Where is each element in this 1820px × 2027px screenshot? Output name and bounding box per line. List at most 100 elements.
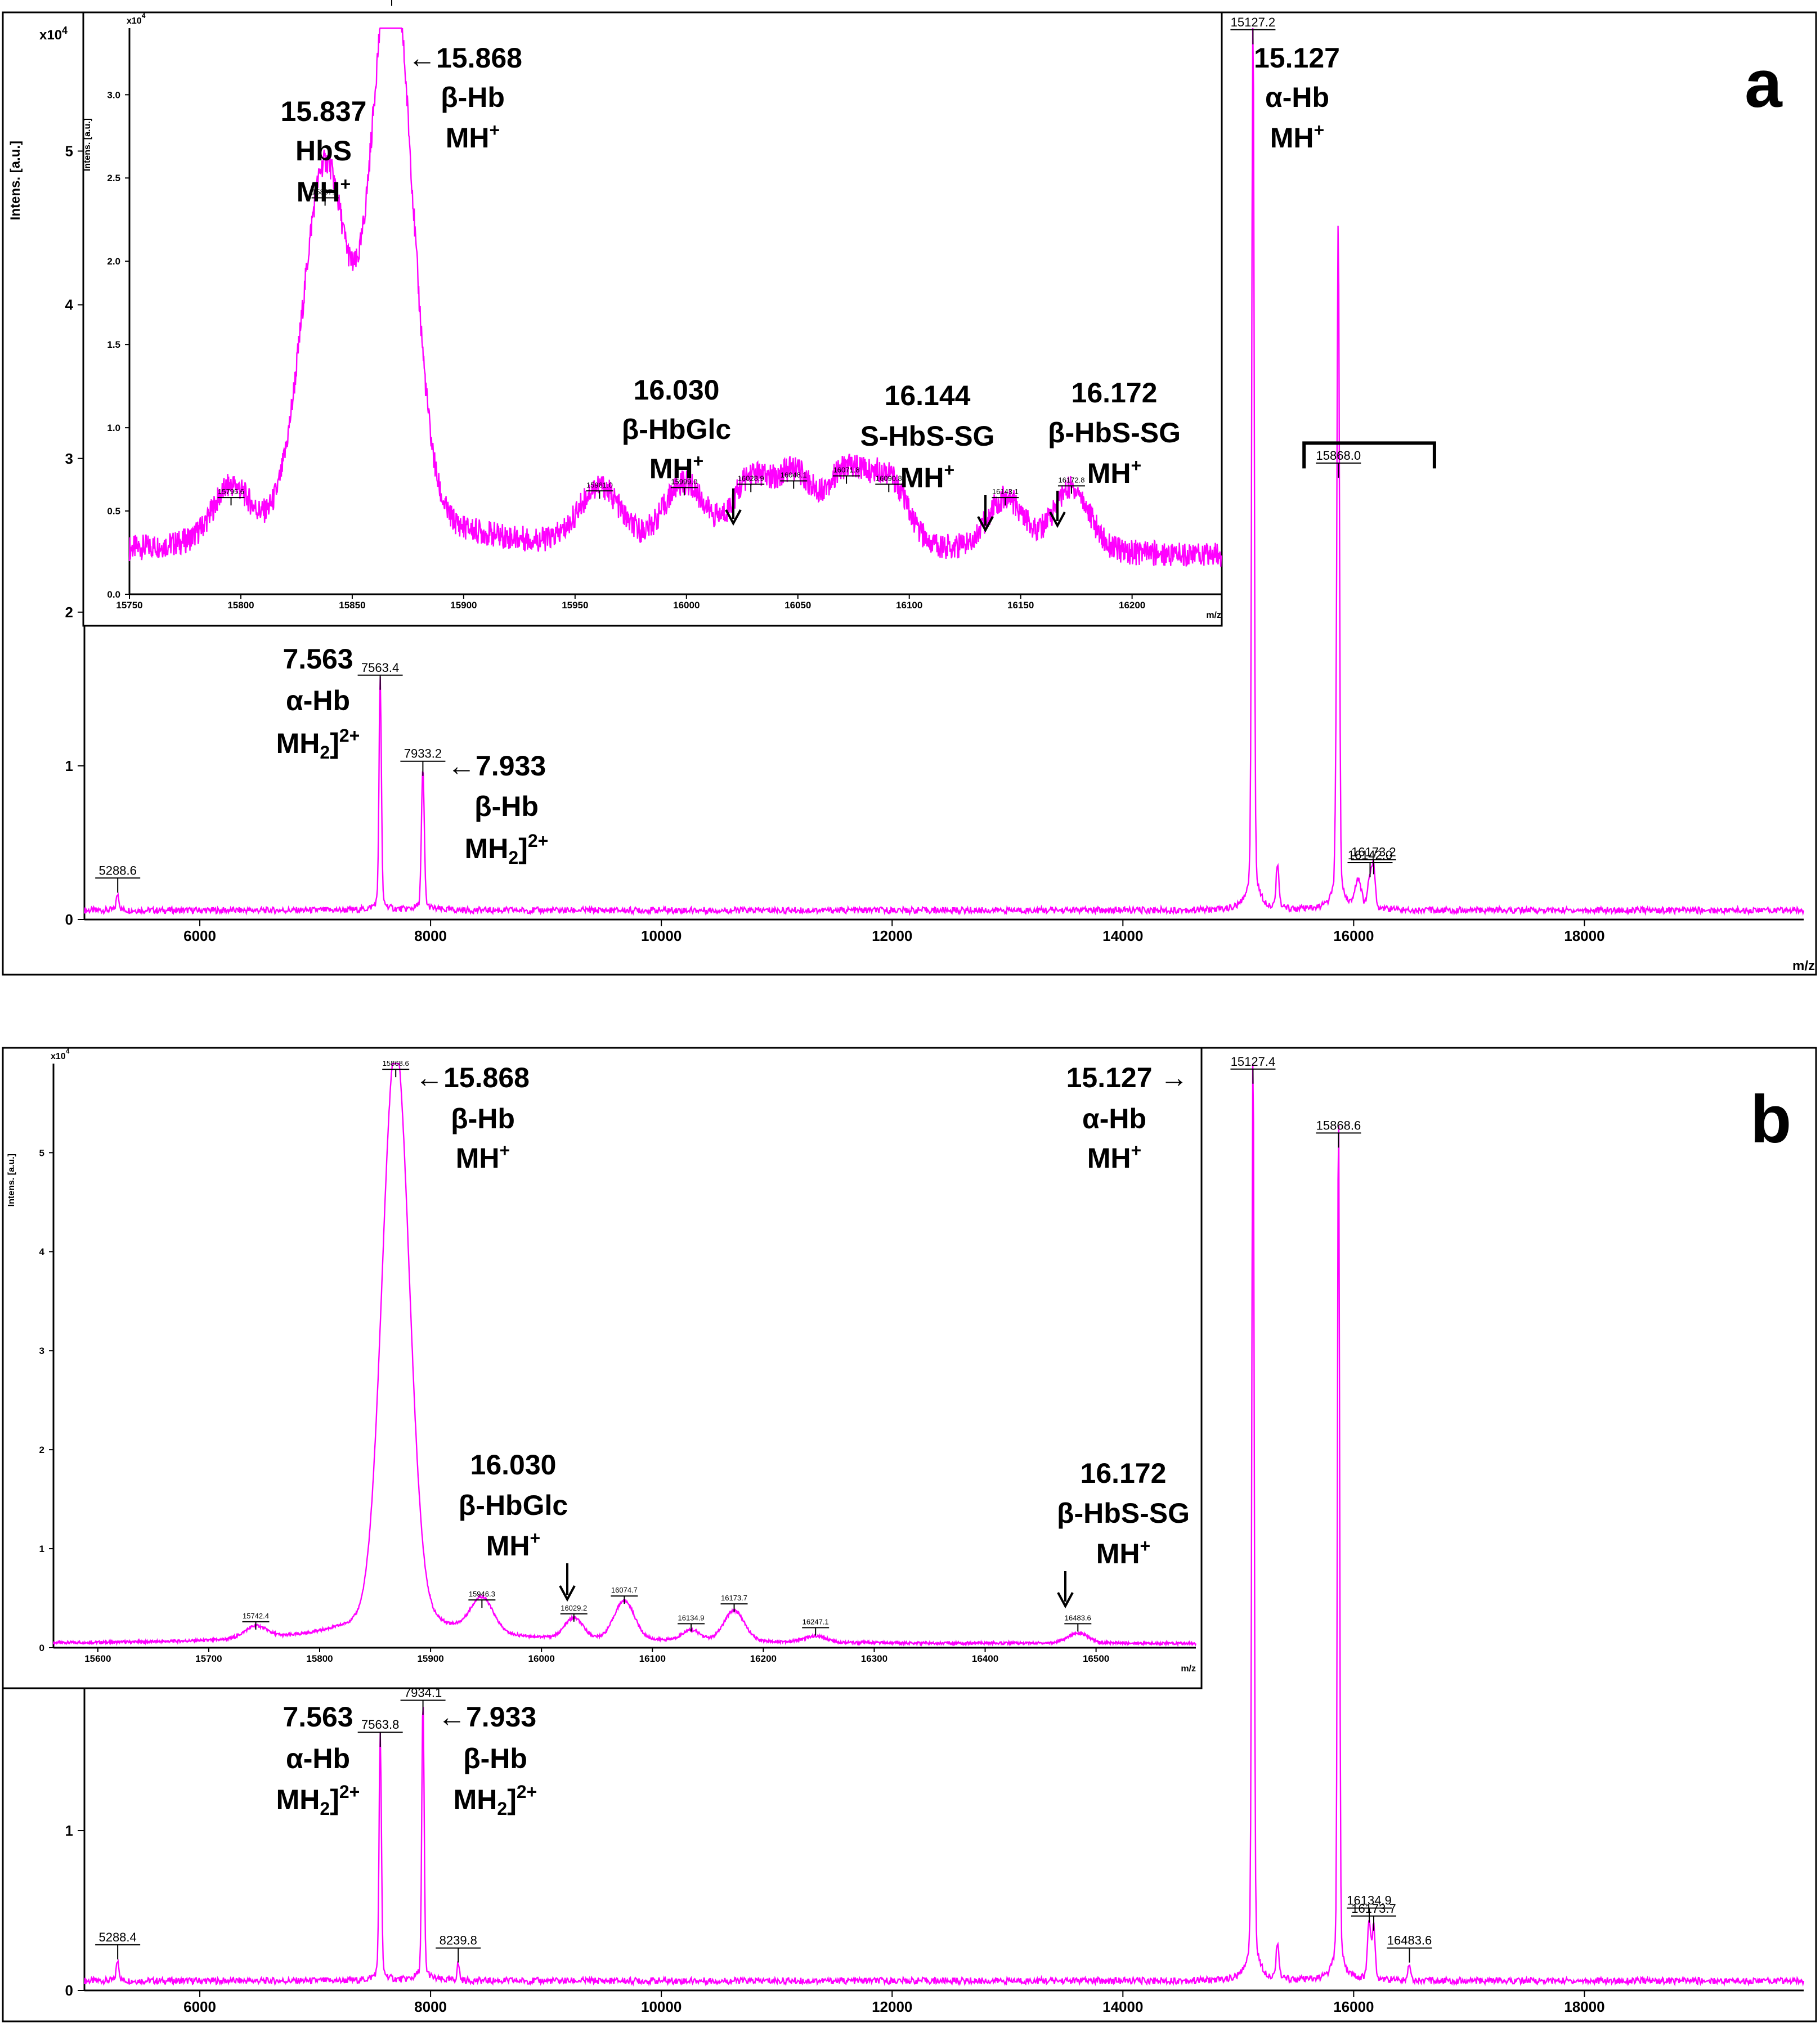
- annotation-b-alpha-hb-mass: 15.127 →: [1066, 1062, 1189, 1093]
- annotation-hbs-name: HbS: [295, 135, 352, 167]
- annotation-hbs-mass: 15.837: [281, 96, 367, 127]
- annotation-b-hbglc-name: β-HbGlc: [459, 1490, 568, 1521]
- y-tick-label: 4: [65, 297, 74, 313]
- x-tick-label: 15800: [306, 1653, 333, 1664]
- annotation-b-alpha-2plus-ion: MH2]2+: [276, 1782, 360, 1819]
- peak-label: 16483.6: [1387, 1934, 1432, 1948]
- annotation-hbglc-name: β-HbGlc: [622, 414, 731, 445]
- peak-label: 7933.2: [404, 747, 442, 761]
- x-tick-label: 16200: [1119, 600, 1145, 611]
- annotation-b-beta-hb-ion: MH+: [456, 1140, 510, 1174]
- y-axis-label: Intens. [a.u.]: [8, 141, 23, 220]
- panel-a-inset-chart: 15750 15800 15850 15900 15950 16000 16050 16100…: [83, 0, 1222, 620]
- x-axis-label: m/z: [1792, 958, 1815, 974]
- annotation-alpha-hb-ion: MH+: [1270, 120, 1324, 154]
- peak-label: 16247.1: [803, 1617, 829, 1626]
- peak-label: 16172.8: [1058, 476, 1084, 484]
- zoom-bracket: [1302, 441, 1436, 469]
- spectrum-trace: [83, 1063, 1805, 1987]
- panel-letter-a: a: [1745, 46, 1783, 122]
- annotation-beta-hb-2plus-a: ←7.933 β-Hb MH2]2+: [447, 750, 548, 868]
- annotation-hbs-sg-ion: MH+: [1087, 455, 1141, 489]
- annotation-b-hbs-sg-ion: MH+: [1096, 1536, 1150, 1569]
- peak-label: 15961.0: [586, 481, 613, 489]
- annotation-b-hbs-sg-name: β-HbS-SG: [1057, 1497, 1190, 1529]
- x-axis-label: m/z: [1181, 1664, 1196, 1674]
- x-tick-label: 16300: [861, 1653, 887, 1664]
- peak-label: 16173.2: [1351, 845, 1396, 859]
- peak-label: 15837.8: [312, 188, 338, 196]
- x-tick-label: 8000: [414, 1998, 447, 2015]
- annotation-b-hbglc-arrowhead: [559, 1585, 576, 1602]
- peak-label: 15795.6: [218, 487, 244, 496]
- panel-b: 6000 8000 10000 12000 14000 16000 18000 0 1 m/z In…: [2, 1047, 1817, 2022]
- peak-label: 5288.4: [98, 1930, 136, 1944]
- y-tick-label: 0: [65, 1982, 73, 1999]
- y-tick-label: 2: [65, 604, 73, 621]
- peak-label: 15742.4: [243, 1612, 269, 1620]
- peak-label: 16134.9: [1347, 1894, 1392, 1908]
- y-tick-label: 5: [39, 1147, 44, 1158]
- annotation-beta-2plus-ion: MH2]2+: [465, 831, 549, 868]
- annotation-shbs-sg-mass: 16.144: [885, 380, 971, 411]
- y-tick-label: 0.0: [107, 589, 120, 600]
- peak-label: 7563.4: [361, 661, 399, 675]
- y-scale-label: x104: [127, 12, 146, 26]
- annotation-beta-hb-mass: ←15.868: [408, 42, 522, 74]
- y-tick-label: 0: [39, 1643, 44, 1653]
- x-tick-label: 16500: [1083, 1653, 1109, 1664]
- y-scale-label: x104: [39, 25, 68, 43]
- x-tick-label: 15950: [562, 600, 588, 611]
- annotation-hbglc-mass: 16.030: [634, 374, 720, 406]
- annotation-beta-hb-inset-a: ←15.868 β-Hb MH+: [408, 42, 522, 154]
- peak-label: 8239.8: [440, 1934, 477, 1948]
- annotation-beta-2plus-mass: ←7.933: [447, 750, 546, 782]
- annotation-alpha-2plus-mass: 7.563: [283, 643, 353, 675]
- x-tick-label: 14000: [1102, 1998, 1143, 2015]
- annotation-shbs-sg-arrowhead: [977, 516, 994, 533]
- annotation-hbs-sg-mass: 16.172: [1072, 377, 1158, 409]
- annotation-hbs-sg-a: 16.172 β-HbS-SG MH+: [1048, 377, 1181, 528]
- annotation-hbs-sg-arrowhead: [1049, 512, 1066, 528]
- y-tick-label: 3: [39, 1346, 44, 1356]
- x-tick-label: 18000: [1564, 1998, 1604, 2015]
- x-tick-label: 15800: [227, 600, 254, 611]
- annotation-b-beta-2plus-mass: ←7.933: [438, 1701, 536, 1733]
- y-tick-label: 0: [65, 911, 73, 928]
- x-tick-label: 16200: [750, 1653, 777, 1664]
- peak-label: 15946.3: [469, 1590, 495, 1598]
- x-tick-label: 15750: [116, 600, 142, 611]
- x-tick-label: 18000: [1564, 927, 1604, 944]
- annotation-b-hbs-sg-mass: 16.172: [1081, 1458, 1167, 1489]
- peak-label: 7563.8: [361, 1717, 399, 1732]
- annotation-beta-hb-2plus-b: ←7.933 β-Hb MH2]2+: [438, 1701, 537, 1819]
- annotation-b-beta-hb-mass: ←15.868: [415, 1062, 530, 1093]
- x-tick-label: 14000: [1102, 927, 1143, 944]
- peak-label: 16173.7: [1351, 1902, 1396, 1916]
- x-tick-label: 15900: [450, 600, 477, 611]
- y-axis-label: Intens. [a.u.]: [83, 118, 92, 171]
- annotation-shbs-sg-name: S-HbS-SG: [860, 420, 995, 452]
- panel-b-inset-chart: 15600 15700 15800 15900 16000 16100 16200 16300…: [7, 1047, 1197, 1674]
- peak-label: 15868.0: [1316, 449, 1361, 463]
- annotation-alpha-hb-a: 15.127 α-Hb MH+: [1254, 42, 1340, 154]
- annotation-shbs-sg-ion: MH+: [900, 460, 954, 494]
- y-tick-label: 0.5: [107, 506, 120, 517]
- peak-label: 16143.1: [992, 487, 1019, 496]
- peak-label: 16090.8: [876, 474, 902, 482]
- y-tick-label: 1.0: [107, 423, 120, 433]
- panel-b-inset-frame: [2, 1047, 1203, 1689]
- x-tick-label: 16100: [639, 1653, 666, 1664]
- spectrum-trace: [83, 28, 1805, 916]
- annotation-beta-hb-name: β-Hb: [441, 82, 505, 113]
- peak-label: 15999.0: [671, 477, 697, 486]
- x-tick-label: 6000: [183, 927, 216, 944]
- peak-label: 16074.7: [611, 1586, 638, 1594]
- x-tick-label: 16000: [1333, 1998, 1374, 2015]
- annotation-b-hbglc-ion: MH+: [486, 1528, 540, 1562]
- x-tick-label: 16050: [785, 600, 811, 611]
- x-tick-label: 16000: [1333, 927, 1374, 944]
- annotation-b-beta-2plus-ion: MH2]2+: [454, 1782, 537, 1819]
- y-tick-label: 1: [65, 1822, 73, 1839]
